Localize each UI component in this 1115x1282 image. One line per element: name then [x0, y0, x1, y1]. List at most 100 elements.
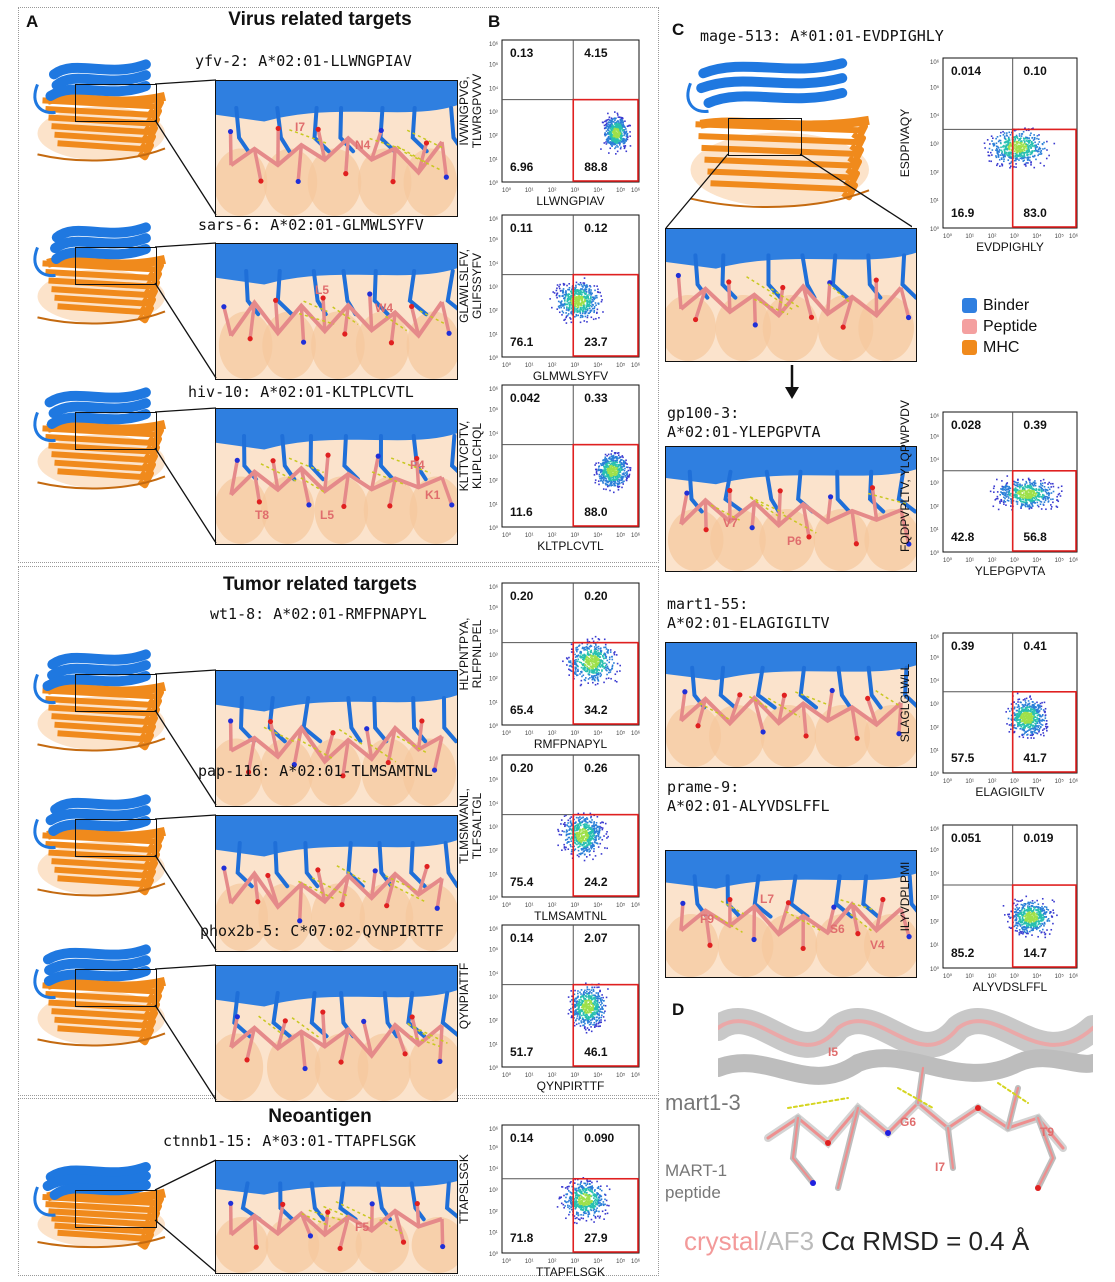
quadrant-ll: 42.8 — [951, 530, 974, 544]
flow-y-label: ESDPIVAQY — [899, 58, 912, 228]
quadrant-ur: 0.33 — [584, 391, 607, 405]
zoom-connector — [150, 955, 220, 1110]
svg-text:10⁶: 10⁶ — [631, 902, 641, 909]
flow-x-label: YLEPGPVTA — [943, 564, 1077, 578]
svg-text:10⁶: 10⁶ — [631, 730, 641, 737]
svg-text:10⁴: 10⁴ — [593, 730, 603, 737]
svg-text:10⁴: 10⁴ — [593, 532, 603, 539]
svg-text:10⁶: 10⁶ — [631, 362, 641, 369]
flow-y-label: HLYPNTPYA,RLFPNLPEL — [458, 583, 484, 725]
zoom-region-box — [75, 1190, 157, 1228]
svg-text:10⁵: 10⁵ — [616, 730, 626, 737]
quadrant-lr: 24.2 — [584, 875, 607, 889]
legend-binder: Binder — [962, 295, 1037, 316]
panel-d-caption: crystal/AF3 Cα RMSD = 0.4 Å — [684, 1226, 1029, 1257]
svg-text:10⁵: 10⁵ — [1055, 233, 1065, 240]
svg-text:10⁰: 10⁰ — [502, 1072, 512, 1079]
flow-y-label: TTAPSLSGK — [458, 1125, 471, 1253]
panel-d-res-i5: I5 — [828, 1045, 838, 1059]
svg-text:10⁵: 10⁵ — [616, 1072, 626, 1079]
flow-x-label: LLWNGPIAV — [502, 194, 639, 208]
quadrant-ll: 65.4 — [510, 703, 533, 717]
flow-x-label: EVDPIGHLY — [943, 240, 1077, 254]
mart1-overlay-image — [718, 1008, 1093, 1210]
residue-label: K1 — [425, 488, 440, 502]
svg-text:10⁴: 10⁴ — [593, 902, 603, 909]
svg-text:10⁴: 10⁴ — [489, 430, 499, 437]
svg-text:10⁴: 10⁴ — [489, 628, 499, 635]
svg-text:10³: 10³ — [489, 285, 498, 291]
quadrant-ul: 0.028 — [951, 418, 981, 432]
svg-text:10¹: 10¹ — [489, 157, 498, 163]
tumor-section-title: Tumor related targets — [180, 574, 460, 596]
panel-d-structure — [718, 1008, 1093, 1210]
svg-text:10⁵: 10⁵ — [616, 362, 626, 369]
svg-text:10³: 10³ — [489, 653, 498, 659]
target-label: sars-6: A*02:01-GLMWLSYFV — [198, 216, 424, 234]
flow-x-label: TLMSAMTNL — [502, 909, 639, 923]
zoom-connector — [662, 150, 912, 230]
down-arrow-icon — [782, 365, 802, 401]
residue-label: P6 — [787, 534, 802, 548]
quadrant-ul: 0.20 — [510, 589, 533, 603]
zoom-connector — [150, 1150, 220, 1282]
svg-text:10⁵: 10⁵ — [930, 84, 940, 91]
quadrant-ll: 6.96 — [510, 160, 533, 174]
interface-zoom — [215, 80, 458, 217]
zoom-connector — [150, 70, 220, 225]
interface-zoom — [665, 446, 917, 572]
svg-text:10²: 10² — [489, 677, 498, 683]
target-label: phox2b-5: C*07:02-QYNPIRTTF — [200, 922, 444, 940]
target-label: gp100-3: — [667, 404, 739, 422]
residue-label: V4 — [870, 938, 885, 952]
flow-x-label: TTAPFLSGK — [502, 1265, 639, 1279]
svg-text:10⁵: 10⁵ — [616, 1258, 626, 1265]
svg-text:10⁰: 10⁰ — [943, 233, 953, 240]
zoom-region-box — [75, 969, 157, 1007]
svg-text:10³: 10³ — [489, 110, 498, 116]
svg-text:10⁰: 10⁰ — [489, 1251, 499, 1258]
target-label-allele: A*02:01-ELAGIGILTV — [667, 614, 830, 632]
svg-text:10¹: 10¹ — [489, 872, 498, 878]
svg-text:10²: 10² — [489, 134, 498, 140]
svg-text:10⁰: 10⁰ — [489, 723, 499, 730]
quadrant-ll: 57.5 — [951, 751, 974, 765]
svg-text:10⁴: 10⁴ — [489, 970, 499, 977]
residue-label: I7 — [295, 120, 305, 134]
interface-zoom — [665, 228, 917, 362]
zoom-connector — [150, 398, 220, 553]
quadrant-ur: 0.20 — [584, 589, 607, 603]
quadrant-ur: 0.10 — [1023, 64, 1046, 78]
svg-text:10⁶: 10⁶ — [489, 386, 499, 393]
svg-text:10⁰: 10⁰ — [502, 902, 512, 909]
svg-text:10¹: 10¹ — [489, 502, 498, 508]
svg-text:10⁵: 10⁵ — [616, 532, 626, 539]
svg-text:10⁶: 10⁶ — [489, 216, 499, 223]
residue-label: F5 — [355, 1220, 369, 1234]
svg-text:10¹: 10¹ — [489, 1231, 498, 1237]
svg-text:10⁶: 10⁶ — [489, 926, 499, 933]
svg-text:10³: 10³ — [930, 142, 939, 148]
panel-d-peptide-label: MART-1 peptide — [665, 1160, 727, 1204]
quadrant-lr: 23.7 — [584, 335, 607, 349]
flow-x-label: ALYVDSLFFL — [943, 980, 1077, 994]
legend: Binder Peptide MHC — [962, 295, 1037, 358]
flow-x-label: ELAGIGILTV — [943, 785, 1077, 799]
zoom-region-box — [75, 247, 157, 285]
quadrant-lr: 14.7 — [1023, 946, 1046, 960]
quadrant-ll: 85.2 — [951, 946, 974, 960]
zoom-region-box — [75, 674, 157, 712]
quadrant-ur: 0.41 — [1023, 639, 1046, 653]
svg-text:10¹: 10¹ — [489, 700, 498, 706]
quadrant-ul: 0.14 — [510, 931, 533, 945]
mhc-swatch — [962, 340, 977, 355]
svg-text:10⁰: 10⁰ — [489, 355, 499, 362]
flow-y-label: FQDPVPLTV, YLQPWPVDV — [899, 412, 912, 552]
svg-text:10³: 10³ — [489, 995, 498, 1001]
virus-section-title: Virus related targets — [190, 9, 450, 31]
flow-x-label: GLMWLSYFV — [502, 369, 639, 383]
quadrant-ul: 0.042 — [510, 391, 540, 405]
svg-text:10⁴: 10⁴ — [593, 187, 603, 194]
svg-text:10²: 10² — [930, 170, 939, 176]
